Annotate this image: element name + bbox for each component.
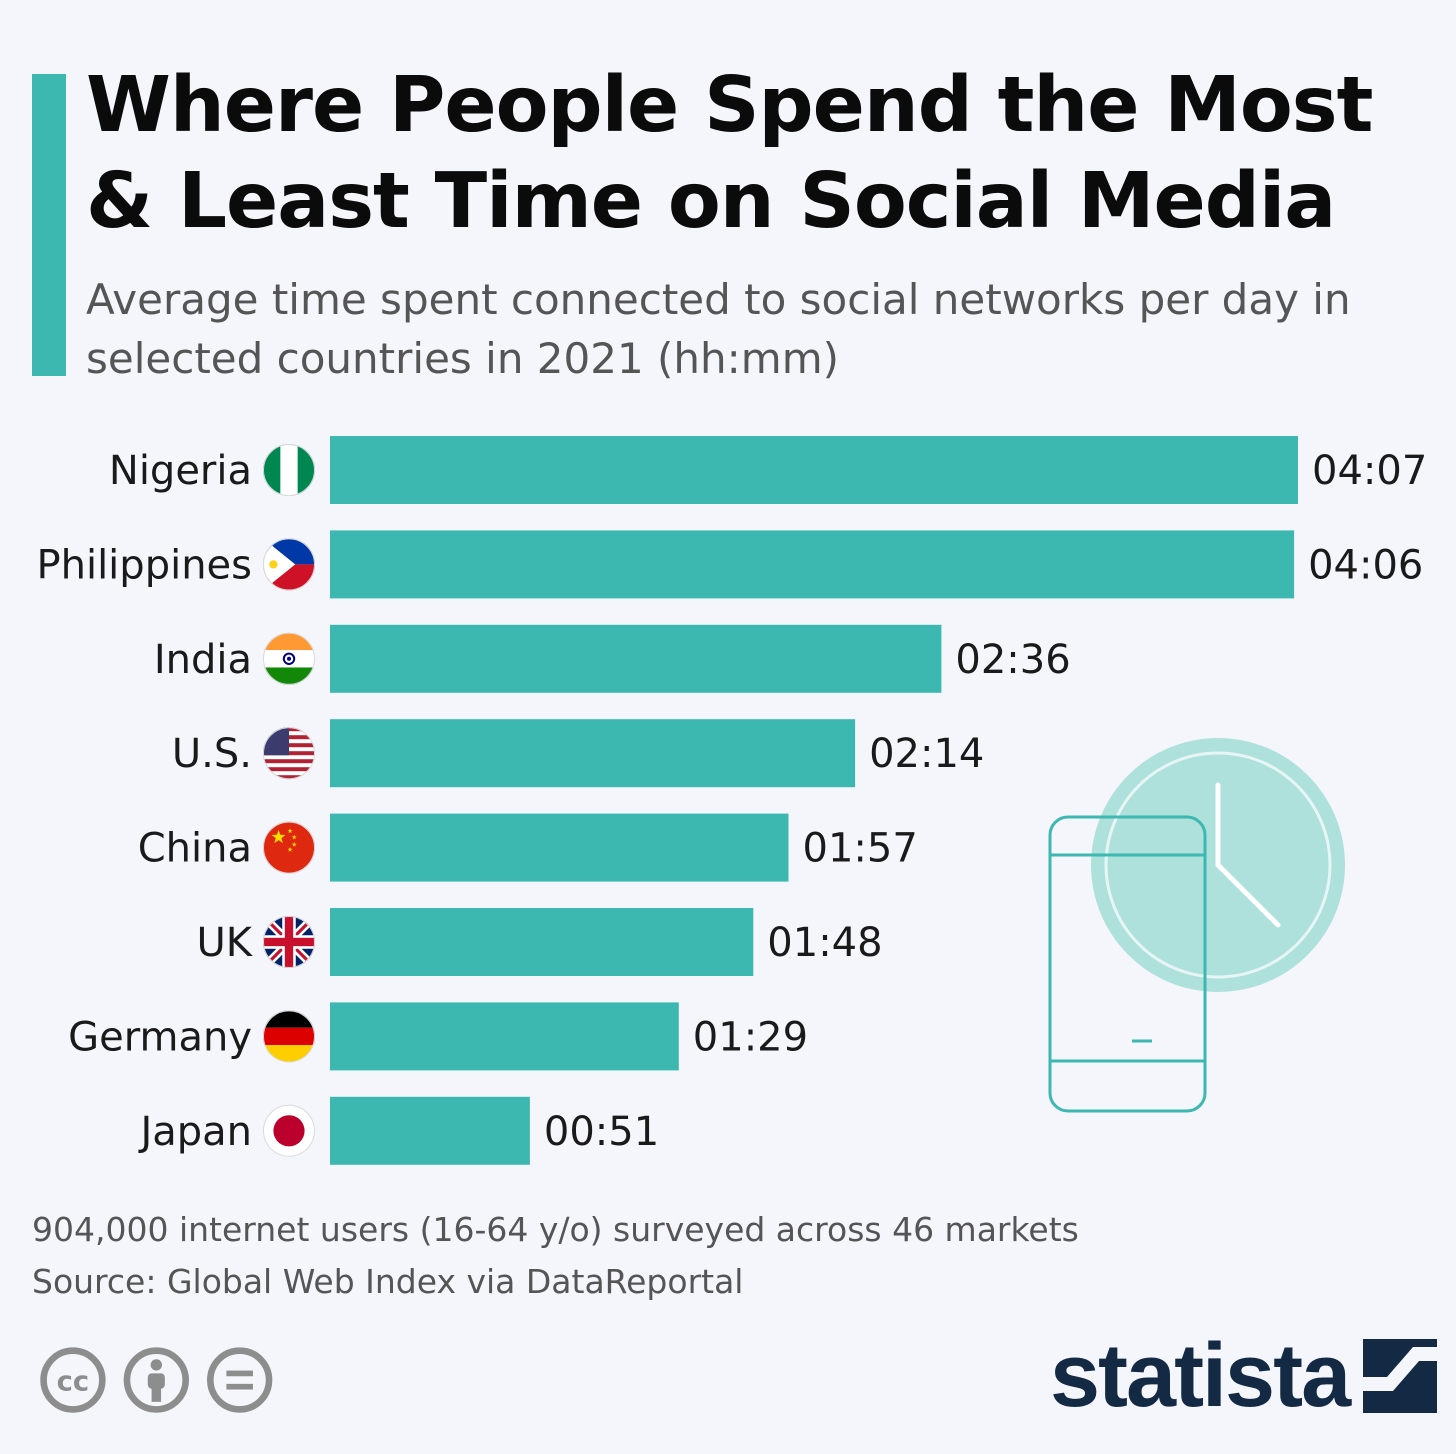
china-flag-icon — [263, 821, 315, 874]
bar-china — [330, 813, 789, 882]
footnote: 904,000 internet users (16-64 y/o) surve… — [32, 1204, 1232, 1308]
bar-row-india: India 02:36 — [154, 624, 1071, 693]
footnote-survey: 904,000 internet users (16-64 y/o) surve… — [32, 1210, 1079, 1249]
phone-clock-illustration — [1048, 738, 1345, 1113]
bar-nigeria — [330, 436, 1298, 504]
title-accent-bar — [32, 74, 66, 376]
bar-row-germany: Germany 01:29 — [68, 1002, 808, 1071]
bar-u-s — [330, 719, 856, 788]
category-label-u-s: U.S. — [172, 731, 252, 777]
value-label-u-s: 02:14 — [869, 731, 984, 777]
bar-uk — [330, 908, 754, 976]
bar-germany — [330, 1002, 679, 1071]
uk-flag-icon — [263, 916, 315, 968]
category-label-germany: Germany — [68, 1014, 252, 1060]
statista-logo[interactable]: statista — [1050, 1325, 1438, 1426]
attribution-icon[interactable] — [123, 1347, 189, 1413]
bar-india — [330, 624, 942, 693]
bar-row-nigeria: Nigeria 04:07 — [109, 436, 1427, 504]
category-label-japan: Japan — [137, 1109, 252, 1155]
category-label-india: India — [154, 637, 252, 683]
footnote-source: Source: Global Web Index via DataReporta… — [32, 1262, 744, 1301]
category-label-nigeria: Nigeria — [109, 448, 252, 494]
value-label-nigeria: 04:07 — [1312, 448, 1427, 494]
value-label-uk: 01:48 — [767, 920, 882, 966]
germany-flag-icon — [263, 1010, 315, 1063]
license-icons: cc — [40, 1347, 273, 1413]
value-label-germany: 01:29 — [693, 1014, 808, 1060]
bar-row-japan: Japan 00:51 — [137, 1096, 659, 1165]
nigeria-flag-icon — [263, 444, 315, 496]
statista-mark-icon — [1363, 1339, 1438, 1413]
bar-philippines — [330, 530, 1295, 599]
india-flag-icon — [263, 632, 315, 685]
value-label-philippines: 04:06 — [1308, 542, 1423, 588]
bar-row-china: China 01:57 — [138, 813, 918, 882]
bar-row-u-s: U.S. 02:14 — [172, 719, 984, 788]
philippines-flag-icon — [263, 538, 315, 591]
bar-row-philippines: Philippines 04:06 — [36, 530, 1423, 599]
value-label-china: 01:57 — [803, 826, 918, 872]
category-label-china: China — [138, 826, 252, 872]
no-derivatives-icon[interactable] — [207, 1347, 273, 1413]
chart-subtitle: Average time spent connected to social n… — [86, 275, 1351, 383]
category-label-philippines: Philippines — [36, 542, 252, 588]
value-label-india: 02:36 — [955, 637, 1070, 683]
bar-chart: Nigeria 04:07 Philippines 04:06 India 02:36 U.… — [36, 436, 1427, 1165]
brand-name: statista — [1050, 1325, 1351, 1426]
chart-title: Where People Spend the Most & Least Time… — [86, 61, 1373, 246]
japan-flag-icon — [263, 1104, 315, 1157]
svg-text:cc: cc — [57, 1366, 90, 1397]
us-flag-icon — [263, 727, 315, 780]
creative-commons-icon[interactable]: cc — [40, 1347, 106, 1413]
bar-japan — [330, 1096, 530, 1165]
category-label-uk: UK — [196, 920, 253, 966]
bar-row-uk: UK 01:48 — [196, 908, 883, 976]
value-label-japan: 00:51 — [544, 1109, 659, 1155]
